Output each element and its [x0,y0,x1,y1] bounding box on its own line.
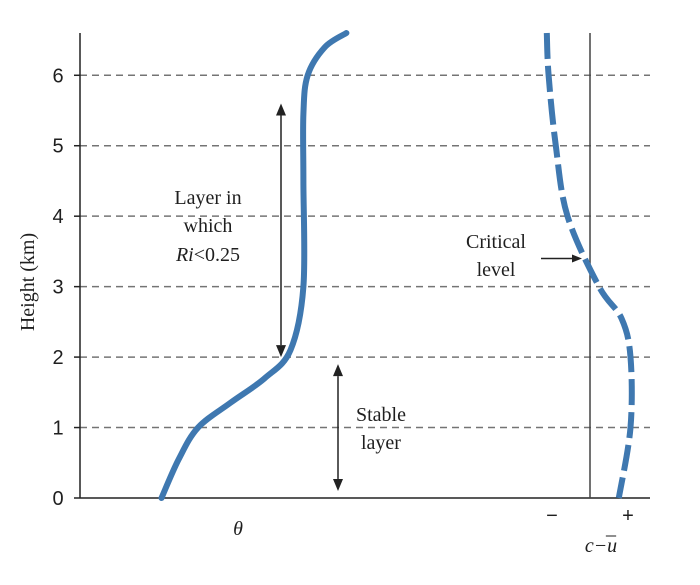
stable-layer-line-2: layer [361,432,401,454]
layer-low-ri-line-3: Ri<0.25 [175,244,240,266]
stable-layer-label: Stable layer [356,404,406,454]
y-tick-label-0: 0 [52,488,63,510]
y-tick-label-1: 1 [52,418,63,440]
wind-relative-overbar: _ [605,517,617,539]
critical-level-arrow-head [572,254,582,263]
ri-relation: <0.25 [194,244,240,266]
y-tick-label-4: 4 [52,206,63,228]
critical-level-line-2: level [477,259,516,281]
theta-profile-line [158,30,350,501]
stable-layer-arrow-head-bottom [333,478,343,491]
y-tick-label-5: 5 [52,136,63,158]
series-layer [158,30,635,501]
critical-level-arrow [541,254,582,263]
wind-minus-label: − [546,505,558,527]
layer-low-ri-arrow [276,103,286,358]
critical-level-line-1: Critical [466,231,526,253]
annotations-layer [276,103,582,491]
stable-layer-arrow-head-top [333,364,343,377]
layer-low-ri-arrow-head-bottom [276,345,286,358]
layer-low-ri-arrow-head-top [276,103,286,116]
layer-low-ri-label: Layer in which Ri<0.25 [174,187,241,266]
y-tick-label-3: 3 [52,277,63,299]
y-tick-label-2: 2 [52,347,63,369]
grid-lines [80,74,650,429]
theta-axis-label: θ [233,518,243,540]
wind-relative-label: c−u [585,535,617,557]
stable-layer-line-1: Stable [356,404,406,426]
wind-plus-label: + [622,505,634,527]
ri-symbol: Ri [175,244,194,266]
y-axis-label: Height (km) [17,233,39,331]
layer-low-ri-line-2: which [184,215,233,237]
y-tick-label-6: 6 [52,65,63,87]
critical-level-label: Critical level [466,231,526,281]
layer-low-ri-line-1: Layer in [174,187,241,209]
axes: 0 1 2 3 4 5 6 [52,33,650,510]
stable-layer-arrow [333,364,343,491]
